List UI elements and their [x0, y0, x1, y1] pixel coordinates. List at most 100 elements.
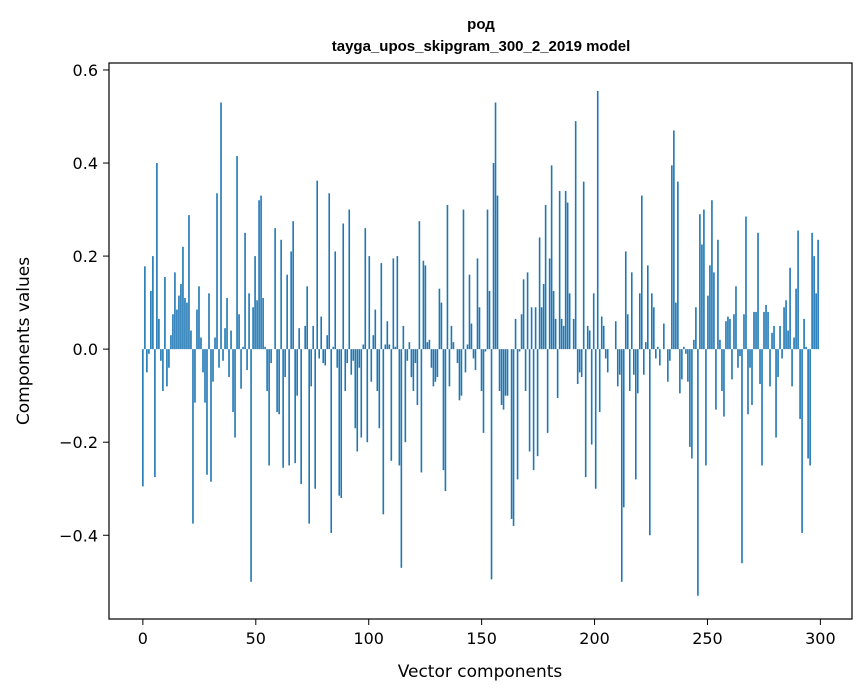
- bar: [723, 349, 725, 417]
- bar: [476, 258, 479, 350]
- bar: [602, 325, 605, 350]
- bar: [554, 318, 557, 350]
- y-axis-label: Components values: [14, 257, 34, 425]
- bar: [510, 349, 513, 519]
- bar: [170, 335, 172, 350]
- bar: [142, 349, 144, 487]
- bar: [524, 349, 527, 392]
- bar: [398, 349, 401, 466]
- bar: [228, 349, 230, 378]
- bar: [252, 307, 254, 350]
- bar: [685, 349, 687, 354]
- bar: [769, 349, 771, 387]
- bar: [596, 90, 599, 350]
- bar: [284, 349, 286, 378]
- bar: [310, 349, 312, 387]
- bar: [362, 344, 365, 350]
- bar: [556, 349, 559, 398]
- bar: [292, 221, 294, 350]
- bar: [436, 349, 439, 378]
- bar: [584, 349, 587, 478]
- bar: [538, 237, 541, 350]
- bar: [502, 349, 505, 410]
- bar: [268, 349, 270, 466]
- y-tick-label: 0.4: [73, 154, 98, 173]
- bar: [318, 349, 320, 359]
- bar: [480, 349, 483, 392]
- bar: [376, 349, 379, 392]
- bar: [278, 349, 280, 415]
- bar: [604, 349, 607, 359]
- bar: [340, 349, 343, 499]
- bar: [404, 349, 407, 443]
- bar: [807, 349, 809, 459]
- bar-series: [142, 90, 819, 596]
- bar: [645, 342, 647, 350]
- bar: [771, 332, 773, 350]
- bar: [655, 349, 657, 359]
- bar: [624, 251, 627, 350]
- bar: [751, 349, 753, 405]
- bar: [246, 349, 248, 371]
- bar: [785, 300, 787, 350]
- bar: [496, 195, 499, 350]
- bar: [799, 349, 801, 419]
- bar: [204, 349, 206, 403]
- bar: [765, 304, 767, 350]
- bar: [715, 349, 717, 410]
- bar: [330, 349, 333, 533]
- chart-title: род: [467, 16, 495, 33]
- bar: [294, 349, 296, 464]
- bar: [238, 314, 240, 350]
- bar: [616, 349, 619, 387]
- bar: [222, 349, 224, 361]
- bar: [745, 216, 747, 350]
- bar: [444, 349, 447, 492]
- bar: [358, 349, 361, 368]
- y-axis: −0.4 −0.2 0.0 0.2 0.4 0.6: [59, 61, 109, 545]
- bar: [486, 209, 489, 350]
- bar: [270, 349, 272, 364]
- bar: [663, 323, 665, 350]
- bar: [733, 314, 735, 350]
- bar: [350, 349, 353, 375]
- bar: [638, 293, 641, 350]
- bar: [817, 239, 819, 350]
- bar: [406, 349, 409, 361]
- bar: [695, 307, 697, 350]
- bar: [815, 293, 817, 350]
- bar: [394, 346, 397, 350]
- bar: [566, 202, 569, 350]
- bar: [747, 349, 749, 415]
- bar: [687, 349, 689, 382]
- bar: [250, 349, 252, 582]
- bar: [196, 309, 198, 350]
- bar: [498, 349, 501, 392]
- bar: [420, 349, 423, 473]
- bar: [522, 279, 525, 350]
- bar: [520, 314, 523, 350]
- bar: [334, 251, 337, 350]
- bar: [414, 349, 417, 364]
- bar: [620, 349, 623, 582]
- bar: [568, 293, 571, 350]
- bar: [464, 349, 467, 373]
- bar: [749, 349, 751, 368]
- bar: [634, 349, 637, 480]
- x-axis-label: Vector components: [398, 662, 563, 682]
- y-tick-label: −0.2: [59, 433, 98, 452]
- bar: [775, 349, 777, 438]
- bar: [308, 349, 310, 524]
- bar: [494, 102, 497, 350]
- x-tick-label: 0: [138, 629, 148, 648]
- bar: [795, 288, 797, 350]
- bar: [711, 200, 713, 350]
- bar: [643, 349, 645, 375]
- bar: [606, 349, 609, 373]
- bar: [224, 328, 226, 350]
- bar: [560, 318, 563, 350]
- bar: [440, 302, 443, 350]
- bar: [763, 311, 765, 350]
- bar: [192, 349, 194, 524]
- bar: [218, 349, 220, 368]
